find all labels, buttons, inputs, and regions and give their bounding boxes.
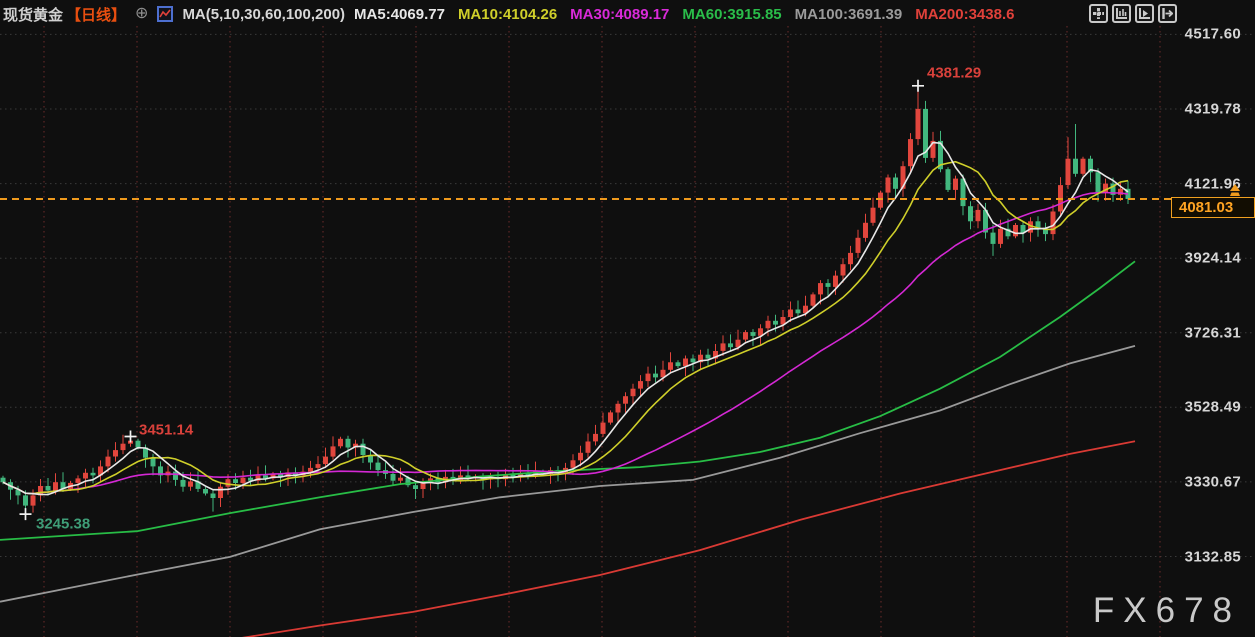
price-axis-label: 3132.85 — [1184, 548, 1241, 566]
ma-value-label: MA30:4089.17 — [570, 5, 670, 23]
price-axis-label: 4517.60 — [1184, 25, 1241, 43]
price-axis-label: 4319.78 — [1184, 100, 1241, 118]
period-tag[interactable]: 【日线】 — [66, 6, 127, 24]
ma-value-label: MA5:4069.77 — [354, 5, 445, 23]
ma-value-label: MA10:4104.26 — [457, 5, 558, 23]
sub-chart-pane-icon[interactable] — [1135, 4, 1154, 23]
price-axis-label: 3726.31 — [1184, 324, 1241, 342]
price-annotation: 3451.14 — [139, 421, 194, 439]
price-annotation: 3245.38 — [36, 515, 91, 533]
ma-value-label: MA60:3915.85 — [682, 5, 782, 23]
pane-toolbar — [1089, 4, 1177, 23]
current-price-badge: 4081.03 — [1171, 197, 1255, 218]
chart-header: 现货黄金 【日线】 ⊕ MA(5,10,30,60,100,200) MA5:40… — [0, 0, 1255, 28]
ma-value-label: MA100:3691.39 — [794, 5, 903, 23]
ma-value-label: MA200:3438.6 — [915, 5, 1015, 23]
price-axis-label: 3528.49 — [1184, 398, 1241, 416]
main-chart-pane-icon[interactable] — [1112, 4, 1131, 23]
add-indicator-icon[interactable]: ⊕ — [135, 5, 149, 22]
current-price-value: 4081.03 — [1179, 199, 1234, 216]
symbol-title: 现货黄金 — [3, 6, 64, 24]
move-pane-icon[interactable] — [1089, 4, 1108, 23]
price-axis-label: 3924.14 — [1184, 249, 1241, 267]
price-annotation: 4381.29 — [927, 64, 982, 82]
price-axis-label: 4121.96 — [1184, 175, 1241, 193]
price-alert-icon[interactable] — [1225, 183, 1245, 198]
chart-style-icon[interactable] — [157, 6, 174, 22]
price-axis-label: 3330.67 — [1184, 473, 1241, 491]
ma-parameters-label: MA(5,10,30,60,100,200) — [182, 5, 346, 23]
exit-pane-icon[interactable] — [1158, 4, 1177, 23]
watermark: FX678 — [1092, 591, 1241, 630]
ma-legend: MA5:4069.77 MA10:4104.26 MA30:4089.17 MA60:… — [354, 6, 1014, 23]
